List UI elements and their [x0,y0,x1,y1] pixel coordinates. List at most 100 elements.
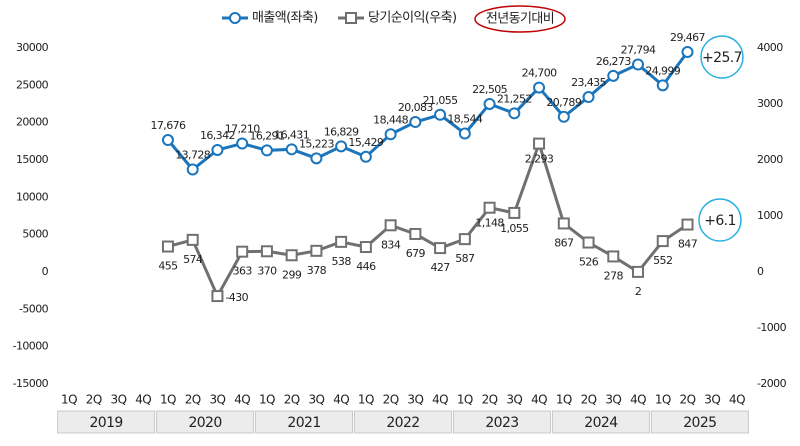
point [632,58,645,71]
value-label: 847 [678,238,698,251]
year-box [650,410,749,434]
x-tick-label: 1Q [556,393,572,407]
value-label: -430 [225,291,248,304]
year-box [156,410,255,434]
y-tick-label: -10000 [13,340,49,353]
legend-marker [229,12,241,24]
value-label: 18,544 [447,113,482,126]
point [656,79,669,92]
year-label: 2022 [386,415,419,431]
value-label: 15,429 [348,136,383,149]
year-label: 2025 [683,415,716,431]
y2-tick-label: 3000 [757,97,783,110]
value-label: 867 [554,236,574,249]
point [335,140,348,153]
annotation-circle [700,35,744,79]
point [236,245,249,258]
x-tick-label: 1Q [655,393,671,407]
x-tick-label: 3Q [407,393,423,407]
point [384,219,397,232]
x-tick-label: 2Q [284,393,300,407]
x-tick-label: 2Q [86,393,102,407]
value-label: 2 [635,285,641,298]
value-label: 27,794 [621,43,656,56]
point [310,244,323,257]
x-tick-label: 3Q [704,393,720,407]
point [335,235,348,248]
series-line [167,138,689,300]
value-label: 2,293 [525,153,554,166]
point [260,245,273,258]
point [186,163,199,176]
point [582,236,595,249]
year-label: 2023 [485,415,518,431]
point [508,206,521,219]
value-label: 15,223 [299,137,334,150]
value-label: 587 [455,252,475,265]
x-tick-label: 4Q [531,393,547,407]
point [359,241,372,254]
value-label: 17,210 [225,122,260,135]
x-tick-label: 2Q [680,393,696,407]
value-label: 834 [381,238,401,251]
x-tick-label: 4Q [135,393,151,407]
x-tick-label: 3Q [209,393,225,407]
point [483,97,496,110]
x-tick-label: 1Q [160,393,176,407]
x-tick-label: 2Q [185,393,201,407]
y-tick-label: 15000 [16,153,49,166]
y-tick-label: -5000 [19,302,49,315]
value-label: 363 [233,265,253,278]
x-tick-label: 1Q [457,393,473,407]
y-tick-label: -15000 [13,377,49,390]
point [632,265,645,278]
x-tick-label: 3Q [506,393,522,407]
annotation: +25.7 [702,50,742,66]
year-box [354,410,452,434]
point [285,249,298,262]
year-label: 2020 [188,415,221,431]
value-label: 278 [604,269,624,282]
x-tick-label: 2Q [383,393,399,407]
value-label: 26,273 [596,55,631,68]
annotation: +6.1 [704,213,736,229]
point [557,110,570,123]
point [508,107,521,120]
value-label: 427 [430,261,450,274]
value-label: 526 [579,256,599,269]
x-tick-label: 1Q [259,393,275,407]
point [533,81,546,94]
year-box [452,410,551,434]
point [260,144,273,157]
year-box [551,410,650,434]
point [483,201,496,214]
point [236,137,249,150]
value-label: 20,083 [398,101,433,114]
value-label: 21,055 [423,94,458,107]
point [384,128,397,141]
y-tick-label: 30000 [16,41,49,54]
series-line [166,51,689,172]
value-label: 29,467 [670,31,705,44]
year-box [255,410,354,434]
legend-note: 전년동기대비 [486,12,554,27]
y-tick-label: 25000 [16,78,49,91]
y-tick-label: 5000 [22,228,48,241]
value-label: 23,435 [571,76,606,89]
x-tick-label: 4Q [333,393,349,407]
value-label: 21,252 [497,92,532,105]
year-label: 2021 [287,415,320,431]
point [409,227,422,240]
point [656,235,669,248]
value-label: 299 [282,268,302,281]
x-tick-label: 1Q [358,393,374,407]
value-label: 552 [653,254,672,267]
x-tick-label: 3Q [111,393,127,407]
point [533,137,546,150]
y2-tick-label: 4000 [757,41,783,54]
point [186,233,199,246]
value-label: 446 [356,260,376,273]
x-tick-label: 1Q [61,393,77,407]
value-label: 20,789 [546,96,581,109]
